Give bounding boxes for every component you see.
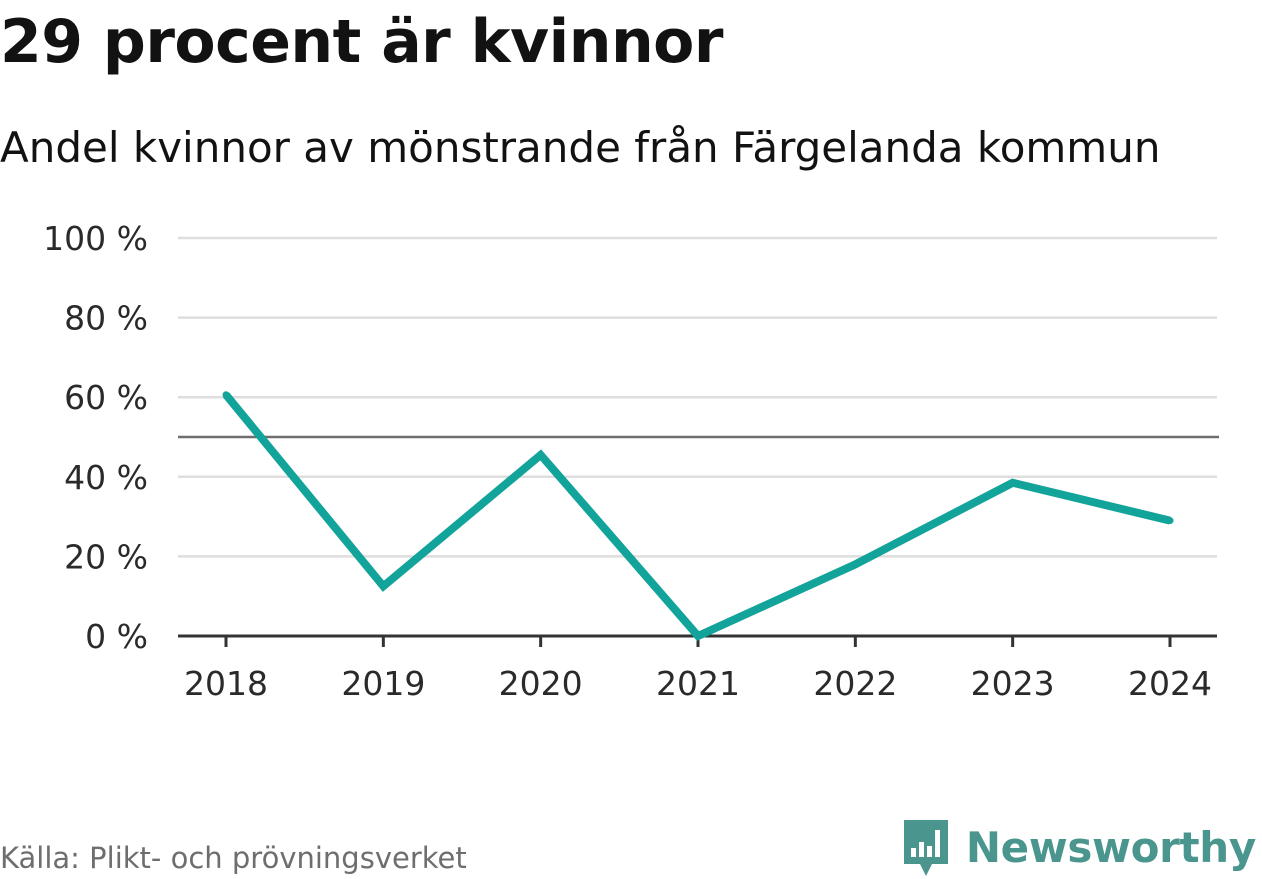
- brand-logo[interactable]: Newsworthy: [902, 818, 1256, 878]
- data-point-2019[interactable]: [379, 582, 387, 590]
- data-point-2020[interactable]: [537, 451, 545, 459]
- brand-name: Newsworthy: [965, 823, 1256, 872]
- x-tick-label: 2022: [813, 664, 897, 703]
- chart-subtitle: Andel kvinnor av mönstrande från Färgela…: [0, 123, 1161, 172]
- x-tick-label: 2021: [656, 664, 740, 703]
- series-line: [222, 392, 1171, 641]
- data-point-2022[interactable]: [851, 560, 859, 568]
- x-tick-label: 2018: [184, 664, 268, 703]
- x-tick-label: 2020: [499, 664, 583, 703]
- y-tick-label: 100 %: [43, 219, 148, 258]
- y-tick-label: 60 %: [64, 378, 148, 417]
- data-point-2023[interactable]: [1009, 479, 1017, 487]
- gridlines: [178, 236, 1217, 558]
- y-tick-label: 80 %: [64, 299, 148, 338]
- data-point-2018[interactable]: [222, 391, 230, 399]
- data-point-2021[interactable]: [694, 632, 702, 640]
- series-group: [222, 391, 1174, 641]
- chart-title: 29 procent är kvinnor: [0, 7, 723, 77]
- x-tick-label: 2024: [1128, 664, 1212, 703]
- y-tick-label: 40 %: [64, 458, 148, 497]
- y-axis-labels: 0 % 20 % 40 % 60 % 80 % 100 %: [43, 219, 148, 656]
- newsworthy-logo-icon: [903, 820, 948, 876]
- x-axis-labels: 2018 2019 2020 2021 2022 2023 2024: [184, 664, 1212, 703]
- source-note: Källa: Plikt- och prövningsverket: [0, 841, 467, 875]
- data-point-2024[interactable]: [1166, 517, 1174, 525]
- y-tick-label: 0 %: [85, 617, 148, 656]
- x-tick-label: 2023: [971, 664, 1055, 703]
- x-tick-label: 2019: [341, 664, 425, 703]
- y-tick-label: 20 %: [64, 537, 148, 576]
